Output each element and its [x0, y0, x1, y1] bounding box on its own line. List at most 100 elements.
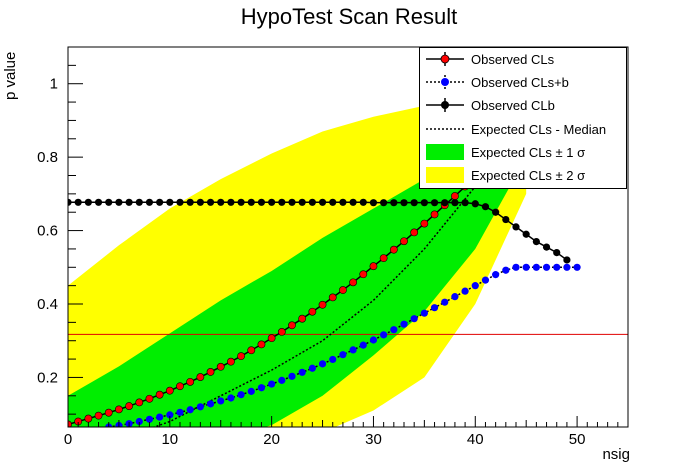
- point-observed-cls-33: [400, 237, 408, 246]
- point-observed-cls-20: [267, 334, 276, 343]
- point-observed-clb-21: [278, 198, 286, 206]
- point-observed-cls-b-6: [166, 411, 174, 419]
- point-observed-cls-14: [206, 368, 215, 376]
- point-observed-cls-b-27: [380, 331, 388, 339]
- x-axis-label: nsig: [602, 446, 630, 463]
- x-tick-label: 0: [64, 431, 72, 448]
- point-observed-clb-30: [369, 199, 378, 207]
- x-tick-label: 30: [365, 431, 382, 448]
- point-observed-clb-28: [349, 198, 357, 206]
- point-observed-clb-48: [553, 249, 561, 257]
- x-tick-label: 40: [467, 431, 484, 448]
- plot-frame: [67, 46, 629, 428]
- point-observed-cls-b-20: [308, 364, 316, 372]
- point-observed-cls-18: [247, 346, 256, 355]
- point-observed-cls-b-30: [410, 315, 418, 323]
- x-tick-label: 50: [569, 431, 586, 448]
- point-observed-cls-b-28: [390, 326, 398, 334]
- point-observed-clb-41: [481, 203, 490, 211]
- x-axis-ticks: 0 10 20 30 40 50: [64, 416, 629, 448]
- point-observed-clb-40: [471, 200, 479, 208]
- point-observed-clb-4: [105, 198, 113, 206]
- x-tick-label: 10: [161, 431, 178, 448]
- legend-symbol-observed-clb: [426, 98, 464, 112]
- point-observed-cls-6: [125, 402, 133, 410]
- point-observed-clb-42: [492, 208, 500, 216]
- point-observed-cls-b-36: [471, 282, 479, 290]
- legend-entry-expected-1sigma: Expected CLs ± 1 σ: [420, 141, 626, 165]
- point-observed-clb-25: [318, 198, 327, 206]
- point-observed-cls-23: [298, 314, 307, 323]
- legend-label-expected-1sigma: Expected CLs ± 1 σ: [471, 145, 586, 160]
- point-observed-clb-44: [512, 223, 520, 231]
- point-observed-cls-b-19: [298, 368, 306, 376]
- point-observed-clb-43: [502, 215, 510, 224]
- point-observed-cls-11: [176, 382, 184, 391]
- point-observed-clb-1: [74, 198, 82, 206]
- point-observed-cls-38: [451, 192, 459, 200]
- point-observed-cls-b-29: [400, 320, 408, 328]
- point-observed-clb-11: [176, 198, 184, 206]
- point-observed-cls-b-15: [257, 384, 266, 392]
- point-observed-cls-5: [115, 405, 123, 414]
- legend-entry-expected-2sigma: Expected CLs ± 2 σ: [420, 164, 626, 188]
- legend: Observed CLs Observed CLs+b Observed CLb…: [419, 47, 627, 189]
- point-observed-clb-46: [532, 237, 540, 246]
- point-observed-cls-9: [155, 390, 164, 399]
- point-observed-cls-32: [389, 245, 398, 254]
- point-observed-cls-b-18: [288, 372, 296, 380]
- point-observed-cls-b-26: [369, 336, 378, 344]
- point-observed-cls-b-44: [553, 263, 561, 271]
- point-observed-cls-b-34: [451, 293, 459, 301]
- point-observed-cls-22: [288, 321, 296, 330]
- point-observed-cls-10: [165, 386, 174, 395]
- point-observed-clb-18: [247, 198, 255, 206]
- band-expected-cls-1: [68, 120, 527, 427]
- point-observed-cls-2: [84, 414, 93, 423]
- point-observed-cls-b-24: [349, 346, 357, 354]
- point-observed-clb-31: [380, 199, 388, 207]
- point-observed-cls-b-8: [186, 406, 194, 414]
- point-observed-clb-23: [298, 198, 306, 206]
- point-observed-clb-16: [227, 198, 235, 206]
- point-observed-clb-0: [68, 198, 72, 206]
- legend-label-observed-clsb: Observed CLs+b: [471, 75, 569, 90]
- point-observed-cls-16: [227, 357, 235, 366]
- point-observed-clb-33: [400, 199, 408, 207]
- legend-label-expected-median: Expected CLs - Median: [471, 122, 607, 137]
- point-observed-cls-b-22: [329, 355, 337, 364]
- point-observed-cls-29: [359, 270, 368, 279]
- point-observed-clb-35: [420, 199, 428, 207]
- point-observed-cls-b-42: [532, 263, 540, 271]
- legend-entry-expected-median: Expected CLs - Median: [420, 118, 626, 142]
- point-observed-clb-37: [441, 199, 449, 207]
- point-observed-cls-b-31: [420, 309, 428, 317]
- point-observed-cls-30: [369, 262, 378, 271]
- point-observed-cls-3: [94, 411, 103, 420]
- point-observed-cls-b-21: [318, 360, 327, 368]
- point-observed-cls-b-9: [196, 403, 204, 411]
- legend-label-observed-cls: Observed CLs: [471, 52, 555, 67]
- point-observed-cls-b-45: [563, 263, 571, 271]
- point-observed-clb-17: [237, 198, 245, 206]
- point-observed-clb-3: [94, 198, 103, 206]
- point-observed-cls-15: [216, 362, 225, 371]
- point-observed-cls-b-23: [339, 351, 347, 359]
- point-observed-cls-13: [196, 373, 205, 381]
- point-observed-cls-7: [135, 398, 144, 407]
- point-observed-cls-17: [237, 352, 245, 361]
- point-observed-clb-45: [522, 230, 530, 238]
- legend-label-observed-clb: Observed CLb: [471, 98, 555, 113]
- series-line-expected-cls-median: [152, 186, 476, 427]
- point-observed-cls-21: [277, 328, 286, 336]
- point-observed-clb-13: [196, 198, 204, 206]
- point-observed-cls-36: [430, 210, 439, 219]
- point-observed-clb-10: [166, 198, 174, 206]
- legend-label-expected-2sigma: Expected CLs ± 2 σ: [471, 168, 586, 183]
- point-observed-cls-19: [257, 340, 266, 349]
- point-observed-cls-b-12: [227, 394, 235, 402]
- point-observed-clb-2: [84, 198, 92, 206]
- point-observed-cls-28: [349, 278, 357, 287]
- point-observed-clb-36: [430, 199, 439, 207]
- point-observed-clb-6: [125, 198, 133, 206]
